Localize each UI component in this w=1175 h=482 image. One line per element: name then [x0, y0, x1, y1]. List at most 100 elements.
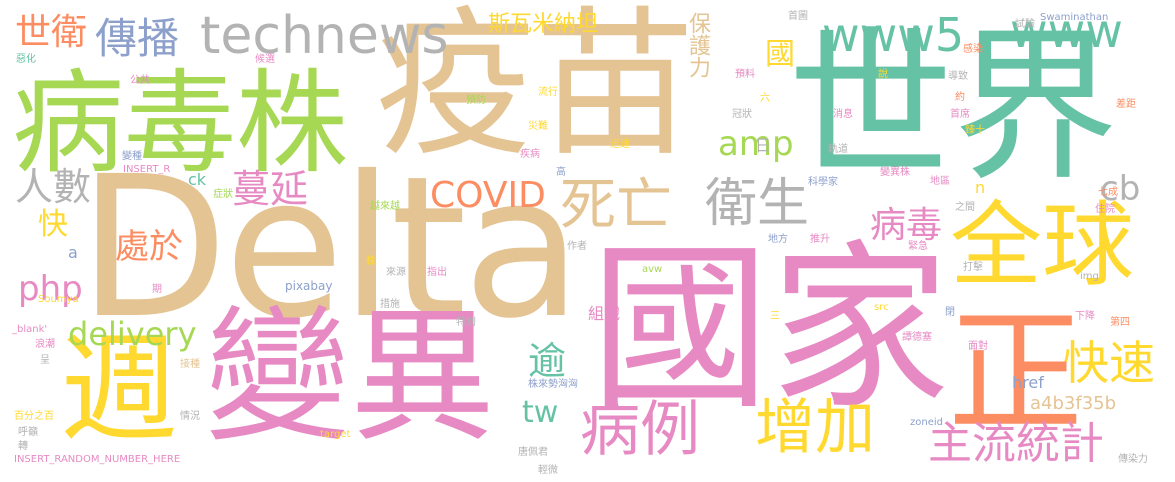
word-manyan: 蔓延 [232, 167, 309, 211]
word-tande: 譚德塞 [902, 332, 932, 343]
word-yuelaiyue: 越來越 [370, 201, 400, 212]
word-bianyizhu: 變異株 [880, 167, 910, 178]
word-zhuyuan: 住院 [1095, 204, 1115, 215]
word-baohuli: 保護力 [685, 12, 710, 78]
word-liuxing: 流行 [538, 87, 558, 98]
word-soumya: Soumya [38, 294, 79, 305]
word-pixabay: pixabay [285, 279, 333, 293]
word-tebie: 特別 [456, 317, 476, 328]
word-renshu: 人數 [15, 165, 92, 209]
word-jinji: 緊急 [908, 241, 928, 252]
word-a: a [68, 243, 78, 262]
word-zhuliu: 主流統計 [928, 418, 1104, 469]
word-cheng: 呈 [40, 355, 50, 366]
word-zheng: 正 [948, 294, 1083, 451]
word-cb: cb [1100, 169, 1141, 209]
word-mianxiang: 面對 [968, 341, 988, 352]
word-yue: 約 [955, 92, 965, 103]
word-gonggong: 公共 [130, 75, 150, 86]
word-yuji: 預料 [735, 69, 755, 80]
word-swaminathan: Swaminathan [1040, 12, 1109, 23]
word-bingduzhu: 病毒株 [12, 59, 348, 189]
word-bingdu: 病毒 [870, 205, 943, 246]
word-quanqiu: 全球 [950, 192, 1135, 299]
word-houxuan: 候選 [255, 54, 275, 65]
word-zainan: 災難 [528, 121, 548, 132]
word-cuoshi: 措施 [380, 299, 400, 310]
word-diqu: 地區 [930, 176, 950, 187]
word-guo: 國 [765, 37, 795, 72]
word-shiyan: 試驗 [1015, 19, 1035, 30]
word-xiaoxi: 消息 [833, 109, 853, 120]
word-delta: Delta [78, 134, 582, 361]
word-zhengzhuang: 症狀 [213, 189, 233, 200]
word-zuozhe: 作者 [567, 241, 587, 252]
word-technews: technews [200, 6, 449, 66]
word-zhuan: 轉 [18, 441, 28, 452]
word-yu: 逾 [528, 339, 567, 383]
word-delivery: delivery [68, 315, 197, 353]
word-zhichu: 指出 [427, 267, 447, 278]
word-www5: www5 [822, 8, 965, 62]
word-zoneid: zoneid [910, 417, 943, 428]
word-guanzhuang: 冠狀 [732, 109, 752, 120]
word-chaju: 差距 [1116, 99, 1136, 110]
word-huyu: 呼籲 [18, 427, 38, 438]
word-qi: 期 [152, 284, 162, 295]
word-qingkuang: 情況 [180, 411, 200, 422]
word-disi: 第四 [1110, 317, 1130, 328]
word-chuanbo: 傳播 [95, 14, 180, 63]
word-zhijian: 之間 [955, 202, 975, 213]
word-tw: tw [522, 395, 559, 430]
word-ri: 日 [755, 136, 772, 155]
word-amp: amp [718, 124, 794, 164]
word-ganran: 感染 [963, 44, 983, 55]
word-xunxu: 迅速 [610, 139, 630, 150]
word-avw: avw [642, 264, 663, 275]
word-zhenshi: 臻十 [965, 125, 985, 136]
word-yufang: 預防 [466, 95, 486, 106]
word-daji: 打擊 [963, 262, 983, 273]
word-shiwei: 世衛 [15, 12, 88, 53]
word-yimiao: 疫苗 [375, 0, 696, 178]
word-baifenzhi: 百分之百 [14, 411, 54, 422]
word-blank: _blank' [12, 324, 48, 335]
word-shijie: 世界 [788, 11, 1118, 203]
word-xiajiang: 下降 [1075, 311, 1095, 322]
word-gao: 高 [556, 167, 566, 178]
word-covid: COVID [430, 175, 546, 216]
word-liu: 六 [760, 93, 770, 104]
word-zuzhi: 組織 [588, 304, 621, 323]
word-siwang: 死亡 [560, 173, 672, 238]
word-bingli: 病例 [580, 395, 700, 465]
word-ehua: 惡化 [16, 54, 36, 65]
word-kuai: 快 [38, 207, 68, 242]
word-weisheng: 衛生 [705, 174, 810, 234]
word-zhu: 株 [366, 256, 376, 267]
word-daozhi: 導致 [948, 71, 968, 82]
word-www: www [1010, 4, 1123, 58]
word-shoutu: 首圖 [788, 11, 808, 22]
word-qicheng: 七成 [1098, 187, 1118, 198]
word-difang: 地方 [768, 234, 788, 245]
word-target: target [320, 429, 351, 440]
word-qingwei: 輕微 [538, 465, 558, 476]
word-san: 三 [770, 311, 780, 322]
word-zengjia: 增加 [755, 393, 875, 463]
word-ck: ck [188, 170, 207, 189]
word-kexuejia: 科學家 [808, 177, 838, 188]
word-insert-r: INSERT_R [123, 164, 171, 175]
word-langchao: 浪潮 [35, 339, 55, 350]
word-tangpeijun: 唐佩君 [518, 447, 548, 458]
word-img: img [1080, 271, 1099, 282]
word-jibing: 疾病 [520, 149, 540, 160]
word-a4b3f35b: a4b3f35b [1030, 393, 1117, 414]
word-src: src [874, 302, 889, 313]
word-chuanranli: 傳染力 [1118, 454, 1148, 465]
word-zhou: 週 [60, 320, 179, 458]
word-shouxi: 首席 [950, 109, 970, 120]
word-guidao: 軌道 [828, 144, 848, 155]
word-tuisheng: 推升 [810, 234, 830, 245]
word-bianyi: 變異 [205, 293, 495, 462]
